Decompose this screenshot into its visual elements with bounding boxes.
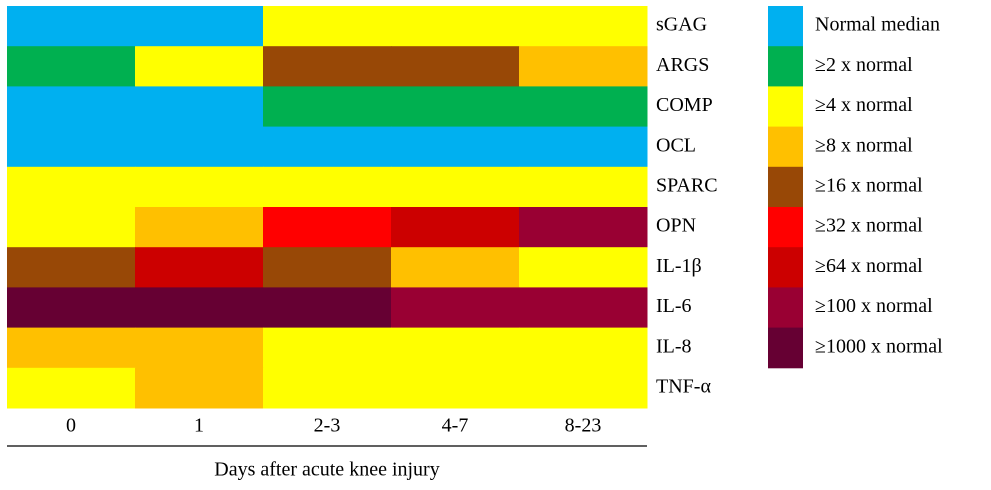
legend-label: ≥100 x normal xyxy=(815,295,933,317)
heatmap-cell xyxy=(391,46,520,87)
heatmap-cell xyxy=(519,367,648,409)
legend-label: ≥8 x normal xyxy=(815,134,913,156)
heatmap-cell xyxy=(263,46,392,87)
legend-label: ≥2 x normal xyxy=(815,54,913,76)
legend-label: ≥4 x normal xyxy=(815,94,913,116)
heatmap-cell xyxy=(135,46,264,87)
heatmap-cell xyxy=(391,126,520,168)
heatmap-cell xyxy=(391,287,520,329)
heatmap-cell xyxy=(519,86,648,128)
heatmap-cell xyxy=(519,46,648,87)
column-label: 1 xyxy=(194,415,204,437)
legend-label: ≥32 x normal xyxy=(815,215,923,237)
heatmap-cell xyxy=(135,247,264,288)
heatmap-cell xyxy=(7,6,136,47)
heatmap-cell xyxy=(391,86,520,128)
legend-swatch xyxy=(768,86,803,128)
row-label: OPN xyxy=(656,215,696,237)
x-axis-label: Days after acute knee injury xyxy=(214,459,439,481)
heatmap-cell xyxy=(135,126,264,168)
heatmap-cell xyxy=(391,207,520,248)
heatmap-cell xyxy=(7,287,136,329)
legend-swatch xyxy=(768,126,803,168)
heatmap-cell xyxy=(519,287,648,329)
row-label: TNF-α xyxy=(656,375,711,397)
heatmap-cell xyxy=(263,287,392,329)
row-label: IL-6 xyxy=(656,295,692,317)
heatmap-cell xyxy=(263,126,392,168)
heatmap-cell xyxy=(391,247,520,288)
row-label: IL-8 xyxy=(656,335,692,357)
heatmap-cell xyxy=(391,6,520,47)
row-label: ARGS xyxy=(656,54,709,76)
heatmap-cell xyxy=(519,327,648,369)
heatmap-cell xyxy=(135,287,264,329)
heatmap-cell xyxy=(7,46,136,87)
heatmap-cell xyxy=(135,86,264,128)
heatmap-cell xyxy=(263,6,392,47)
heatmap-cell xyxy=(7,126,136,168)
heatmap-cell xyxy=(263,247,392,288)
legend-swatch xyxy=(768,327,803,369)
heatmap-cell xyxy=(135,166,264,208)
heatmap-cell xyxy=(391,367,520,409)
legend-swatch xyxy=(768,46,803,87)
heatmap-cell xyxy=(519,126,648,168)
legend-label: ≥1000 x normal xyxy=(815,335,943,357)
heatmap-cell xyxy=(7,247,136,288)
heatmap-cell xyxy=(263,367,392,409)
heatmap-cell xyxy=(263,86,392,128)
legend-swatch xyxy=(768,6,803,47)
legend-swatch xyxy=(768,247,803,288)
legend-label: Normal median xyxy=(815,14,940,36)
heatmap-cell xyxy=(263,327,392,369)
heatmap-cell xyxy=(135,327,264,369)
legend-swatch xyxy=(768,166,803,208)
heatmap-cell xyxy=(391,327,520,369)
heatmap-cell xyxy=(135,367,264,409)
row-label: sGAG xyxy=(656,14,707,36)
legend-swatch xyxy=(768,207,803,248)
heatmap-cell xyxy=(263,207,392,248)
heatmap-cell xyxy=(263,166,392,208)
column-label: 0 xyxy=(66,415,76,437)
column-label: 8-23 xyxy=(565,415,602,437)
heatmap-cell xyxy=(135,6,264,47)
heatmap-cell xyxy=(519,207,648,248)
heatmap-cell xyxy=(519,166,648,208)
heatmap-cell xyxy=(7,207,136,248)
legend-swatch xyxy=(768,287,803,329)
heatmap-cell xyxy=(7,86,136,128)
heatmap-cell xyxy=(391,166,520,208)
column-label: 4-7 xyxy=(442,415,469,437)
heatmap-cell xyxy=(7,327,136,369)
legend-label: ≥16 x normal xyxy=(815,174,923,196)
row-label: IL-1β xyxy=(656,255,702,277)
heatmap-cell xyxy=(7,166,136,208)
heatmap-cell xyxy=(7,367,136,409)
row-label: OCL xyxy=(656,134,696,156)
heatmap-cell xyxy=(519,6,648,47)
row-label: SPARC xyxy=(656,174,718,196)
column-label: 2-3 xyxy=(314,415,341,437)
row-label: COMP xyxy=(656,94,713,116)
heatmap-cell xyxy=(135,207,264,248)
legend-label: ≥64 x normal xyxy=(815,255,923,277)
heatmap-cell xyxy=(519,247,648,288)
